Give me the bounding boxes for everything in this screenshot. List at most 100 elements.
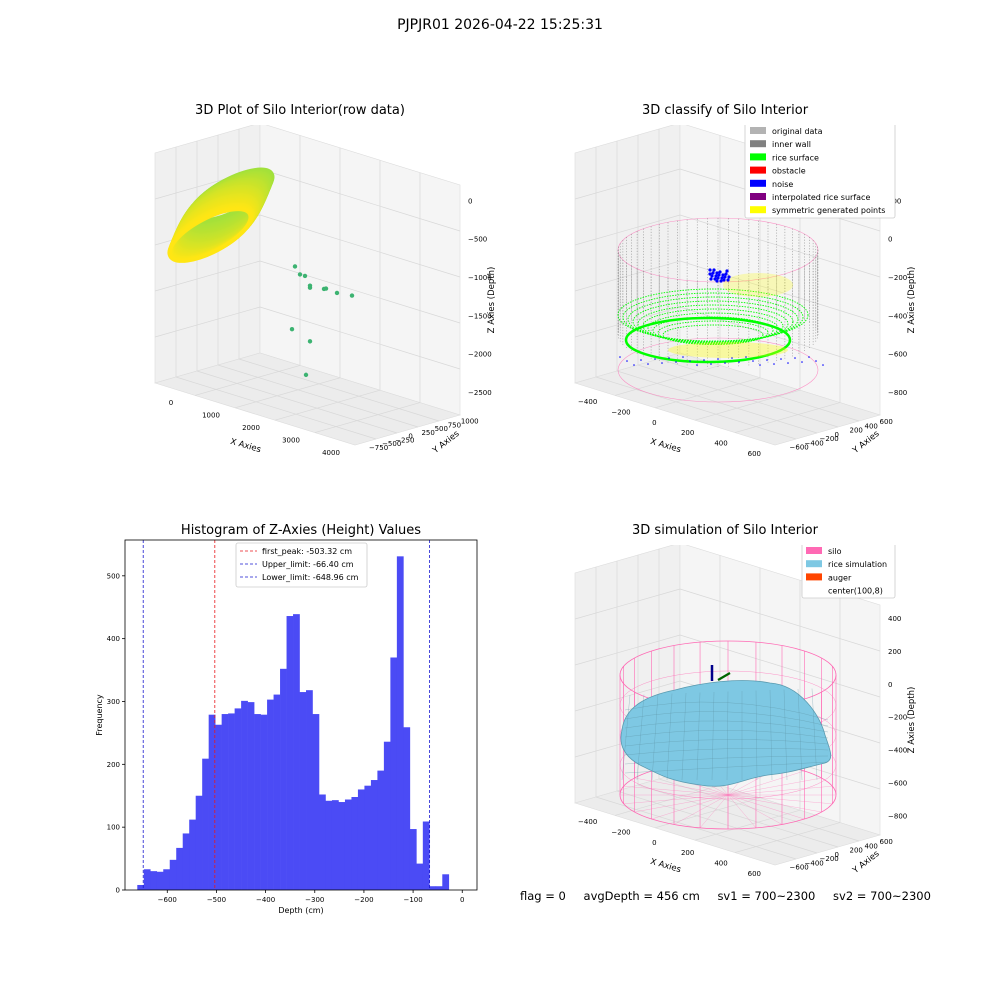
histogram-bar <box>318 794 326 890</box>
histogram-bar <box>351 797 359 890</box>
legend-swatch <box>750 127 766 134</box>
histogram-bar <box>338 802 346 890</box>
y-tick-label: 400 <box>865 422 878 430</box>
legend-label: first_peak: -503.32 cm <box>262 547 352 556</box>
x-tick-label: 1000 <box>202 412 220 420</box>
x-tick-label: 400 <box>714 440 727 448</box>
histogram-bar <box>143 869 151 890</box>
y-tick-label: 1000 <box>461 418 479 426</box>
x-tick-label: 0 <box>169 399 173 407</box>
histogram-bar <box>357 789 365 890</box>
panel-title-simulation: 3D simulation of Silo Interior <box>632 523 818 538</box>
legend-swatch <box>750 206 766 214</box>
panel-title-histogram: Histogram of Z-Axies (Height) Values <box>180 523 422 538</box>
legend-swatch <box>806 560 822 568</box>
y-tick-label: −600 <box>790 864 809 872</box>
x-tick-label: 200 <box>681 429 694 437</box>
histogram-bar <box>254 714 261 890</box>
panel-title-raw: 3D Plot of Silo Interior(row data) <box>195 103 405 118</box>
y-tick-label: 100 <box>107 824 120 832</box>
histogram-bar <box>293 614 300 890</box>
simulation-3d-plot: −400−2000200400600−600−400−2000200400600… <box>573 545 917 878</box>
x-axis-label: X Axies <box>649 437 682 455</box>
x-tick-label: 200 <box>681 849 694 857</box>
histogram-bar <box>280 668 287 890</box>
silo-point-cloud <box>167 167 275 263</box>
scatter-point <box>297 272 303 277</box>
legend-swatch <box>750 179 766 187</box>
x-tick-label: −400 <box>578 818 597 826</box>
x-tick-label: 2000 <box>242 424 260 432</box>
histogram-bar <box>429 886 437 890</box>
legend-swatch <box>750 166 766 174</box>
z-axis-label: Z Axies (Depth) <box>487 267 497 334</box>
x-tick-label: 0 <box>652 839 656 847</box>
histogram-bar <box>331 800 339 890</box>
x-tick-label: 400 <box>714 860 727 868</box>
rice-surface <box>620 680 832 787</box>
y-tick-label: −400 <box>805 439 824 447</box>
histogram-bar <box>390 657 398 890</box>
x-tick-label: 3000 <box>282 436 300 444</box>
x-tick-label: −200 <box>354 896 373 904</box>
histogram-bar <box>189 819 196 890</box>
flag-text: flag = 0 <box>520 889 566 903</box>
histogram-bar <box>409 829 417 890</box>
histogram-bar <box>273 694 281 890</box>
histogram-bar <box>169 859 177 890</box>
classify-legend: original data inner wall rice surface obsta… <box>744 125 896 219</box>
histogram-bar <box>364 785 372 890</box>
histogram-bar <box>435 886 443 890</box>
z-tick-label: −1000 <box>468 274 492 282</box>
z-tick-label: −200 <box>888 714 907 722</box>
y-axis-label: Frequency <box>95 694 104 736</box>
x-axis-label: X Axies <box>229 437 262 455</box>
x-tick-label: −100 <box>403 896 422 904</box>
y-tick-label: 0 <box>835 851 839 859</box>
y-tick-label: −750 <box>369 444 388 452</box>
x-tick-label: 600 <box>748 870 761 878</box>
histogram-bar <box>286 616 294 890</box>
y-tick-label: 400 <box>865 842 878 850</box>
x-tick-label: −200 <box>611 829 630 837</box>
legend-label: silo <box>828 547 842 556</box>
depth-histogram: −600 −500 −400 −300 −200 −100 0 0 100 200 300 400 50… <box>95 539 478 915</box>
histogram-bar <box>442 874 450 890</box>
histogram-bar <box>403 727 411 890</box>
x-tick-label: 600 <box>748 450 761 458</box>
legend-label: rice simulation <box>828 560 887 569</box>
legend-label: interpolated rice surface <box>772 193 870 202</box>
x-tick-label: −200 <box>611 409 630 417</box>
scatter-point <box>289 326 295 332</box>
legend-label: inner wall <box>772 140 811 149</box>
legend-swatch <box>750 193 766 200</box>
scatter-point <box>323 286 329 291</box>
z-tick-label: 0 <box>888 236 892 244</box>
legend-swatch <box>806 573 822 581</box>
scatter-point <box>303 372 309 378</box>
x-tick-label: −500 <box>207 896 226 904</box>
auger-blade <box>717 672 731 681</box>
scatter-point <box>307 283 313 288</box>
legend-swatch <box>750 153 766 161</box>
y-tick-label: 600 <box>880 418 893 426</box>
z-tick-label: −500 <box>468 236 487 244</box>
x-tick-label: −300 <box>305 896 324 904</box>
x-axis-label: X Axies <box>649 857 682 875</box>
histogram-bar <box>383 741 391 890</box>
avg-depth-text: avgDepth = 456 cm <box>583 889 700 903</box>
classify-3d-plot: −400−2000200400600−600−400−2000200400600… <box>573 125 917 458</box>
z-tick-label: −200 <box>888 274 907 282</box>
y-tick-label: −500 <box>382 440 401 448</box>
panel-title-classify: 3D classify of Silo Interior <box>641 103 809 118</box>
legend-label: center(100,8) <box>828 587 883 596</box>
histogram-bar <box>241 700 248 890</box>
histogram-bar <box>416 863 424 890</box>
status-footer: flag = 0 avgDepth = 456 cm sv1 = 700~230… <box>520 889 945 903</box>
y-tick-label: 0 <box>408 433 412 441</box>
legend-label: Lower_limit: -648.96 cm <box>262 573 359 582</box>
legend-label: symmetric generated points <box>772 206 885 215</box>
y-tick-label: 250 <box>421 429 434 437</box>
histogram-bar <box>208 714 216 890</box>
z-tick-label: −2500 <box>468 389 492 397</box>
